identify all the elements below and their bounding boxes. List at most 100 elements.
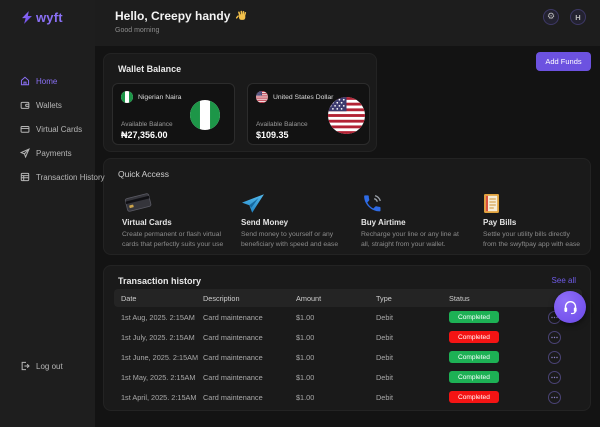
cell-type: Debit: [376, 352, 394, 362]
brand-logo[interactable]: wyft: [20, 10, 63, 25]
wallet-cards: Nigerian Naira Available Balance ₦27,356…: [112, 83, 370, 145]
cell-amount: $1.00: [296, 372, 315, 382]
column-header-description: Description: [203, 293, 240, 303]
table-header-row: Date Description Amount Type Status: [114, 289, 582, 307]
table-row: 1st April, 2025. 2:15AM Card maintenance…: [114, 387, 582, 407]
cell-description: Card maintenance: [203, 332, 263, 342]
quick-access-item-title: Virtual Cards: [122, 218, 172, 227]
greeting: Hello, Creepy handy: [115, 9, 248, 23]
greeting-text: Hello, Creepy handy: [115, 9, 231, 23]
phone-signal-icon: [361, 190, 483, 214]
wallet-balance-panel: Wallet Balance Nigerian Naira Available …: [103, 53, 377, 152]
currency-card-ngn: Nigerian Naira Available Balance ₦27,356…: [112, 83, 235, 145]
status-badge: Completed: [449, 371, 499, 383]
sidebar-item-label: Transaction History: [36, 172, 105, 182]
logout-button[interactable]: Log out: [20, 361, 63, 371]
cell-date: 1st May, 2025. 2:15AM: [121, 372, 196, 382]
sidebar-item-virtual-cards[interactable]: Virtual Cards: [20, 124, 105, 134]
status-badge: Completed: [449, 331, 499, 343]
paper-plane-icon: [241, 190, 361, 214]
cell-description: Card maintenance: [203, 312, 263, 322]
home-icon: [20, 76, 30, 86]
column-header-date: Date: [121, 293, 137, 303]
usa-flag-icon: [256, 91, 268, 103]
nigeria-flag-icon: [190, 100, 220, 130]
nigeria-flag-icon: [121, 91, 133, 103]
settings-button[interactable]: ⚙: [543, 9, 559, 25]
header-actions: ⚙ H: [543, 9, 586, 25]
cell-amount: $1.00: [296, 312, 315, 322]
see-all-link[interactable]: See all: [551, 276, 576, 285]
ellipsis-icon: [551, 376, 558, 378]
receipt-icon: [483, 190, 584, 214]
main-content: Wallet Balance Nigerian Naira Available …: [95, 46, 600, 427]
quick-access-panel: Quick Access Virtual Cards Create perman…: [103, 158, 591, 255]
sidebar-item-label: Virtual Cards: [36, 124, 83, 134]
row-actions-button[interactable]: [548, 330, 561, 344]
usa-flag-icon: [328, 97, 365, 134]
top-bar: Hello, Creepy handy Good morning ⚙ H: [95, 0, 600, 46]
sidebar-item-label: Wallets: [36, 100, 62, 110]
table-row: 1st May, 2025. 2:15AM Card maintenance $…: [114, 367, 582, 387]
column-header-status: Status: [449, 293, 470, 303]
currency-card-usd: United States Dollar Available Balance $…: [247, 83, 370, 145]
headset-icon: [562, 299, 579, 315]
currency-card-header: United States Dollar: [256, 91, 333, 103]
cell-type: Debit: [376, 312, 394, 322]
sidebar-item-label: Payments: [36, 148, 72, 158]
currency-name: United States Dollar: [273, 93, 334, 101]
balance-amount: $109.35: [256, 130, 289, 140]
table-row: 1st July, 2025. 2:15AM Card maintenance …: [114, 327, 582, 347]
currency-name: Nigerian Naira: [138, 93, 182, 101]
card-icon: [20, 124, 30, 134]
sidebar-nav: Home Wallets Virtual Cards Payments Tran…: [20, 76, 105, 182]
cell-amount: $1.00: [296, 352, 315, 362]
sidebar-item-home[interactable]: Home: [20, 76, 105, 86]
sidebar: wyft Home Wallets Virtual Cards Payments: [0, 0, 105, 427]
wallet-icon: [20, 100, 30, 110]
column-header-type: Type: [376, 293, 392, 303]
lightning-bolt-icon: [20, 10, 34, 25]
cell-date: 1st Aug, 2025. 2:15AM: [121, 312, 195, 322]
quick-access-item-title: Pay Bills: [483, 218, 517, 227]
add-funds-button[interactable]: Add Funds: [536, 52, 591, 71]
quick-access-item-title: Send Money: [241, 218, 289, 227]
quick-access-send-money[interactable]: Send Money Send money to yourself or any…: [241, 190, 361, 250]
quick-access-item-description: Settle your utility bills directly from …: [483, 231, 581, 248]
cell-type: Debit: [376, 392, 394, 402]
quick-access-item-description: Send money to yourself or any beneficiar…: [241, 231, 339, 248]
brand-name: wyft: [36, 10, 63, 25]
quick-access-items: Virtual Cards Create permanent or flash …: [122, 190, 584, 250]
ellipsis-icon: [551, 356, 558, 358]
gear-icon: ⚙: [546, 11, 556, 22]
logout-label: Log out: [36, 361, 63, 371]
table-row: 1st June, 2025. 2:15AM Card maintenance …: [114, 347, 582, 367]
wallet-balance-title: Wallet Balance: [118, 64, 182, 74]
cell-date: 1st June, 2025. 2:15AM: [121, 352, 199, 362]
paper-plane-icon: [20, 148, 30, 158]
sidebar-item-payments[interactable]: Payments: [20, 148, 105, 158]
support-fab-button[interactable]: [554, 291, 586, 323]
quick-access-buy-airtime[interactable]: Buy Airtime Recharge your line or any li…: [361, 190, 483, 250]
row-actions-button[interactable]: [548, 370, 561, 384]
row-actions-button[interactable]: [548, 390, 561, 404]
greeting-subtitle: Good morning: [115, 27, 160, 34]
cell-date: 1st July, 2025. 2:15AM: [121, 332, 195, 342]
status-badge: Completed: [449, 311, 499, 323]
status-badge: Completed: [449, 351, 499, 363]
quick-access-virtual-cards[interactable]: Virtual Cards Create permanent or flash …: [122, 190, 241, 250]
sidebar-item-label: Home: [36, 76, 58, 86]
cell-description: Card maintenance: [203, 372, 263, 382]
quick-access-pay-bills[interactable]: Pay Bills Settle your utility bills dire…: [483, 190, 584, 250]
sidebar-item-transaction-history[interactable]: Transaction History: [20, 172, 105, 182]
cell-type: Debit: [376, 332, 394, 342]
avatar[interactable]: H: [570, 9, 586, 25]
balance-label: Available Balance: [121, 121, 173, 128]
row-actions-button[interactable]: [548, 350, 561, 364]
cell-description: Card maintenance: [203, 352, 263, 362]
history-icon: [20, 172, 30, 182]
column-header-amount: Amount: [296, 293, 322, 303]
currency-card-header: Nigerian Naira: [121, 91, 181, 103]
sidebar-item-wallets[interactable]: Wallets: [20, 100, 105, 110]
logout-icon: [20, 361, 30, 371]
